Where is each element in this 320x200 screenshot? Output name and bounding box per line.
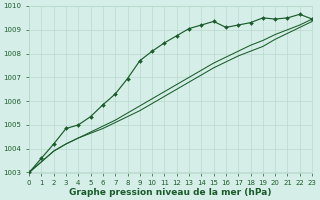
X-axis label: Graphe pression niveau de la mer (hPa): Graphe pression niveau de la mer (hPa): [69, 188, 272, 197]
